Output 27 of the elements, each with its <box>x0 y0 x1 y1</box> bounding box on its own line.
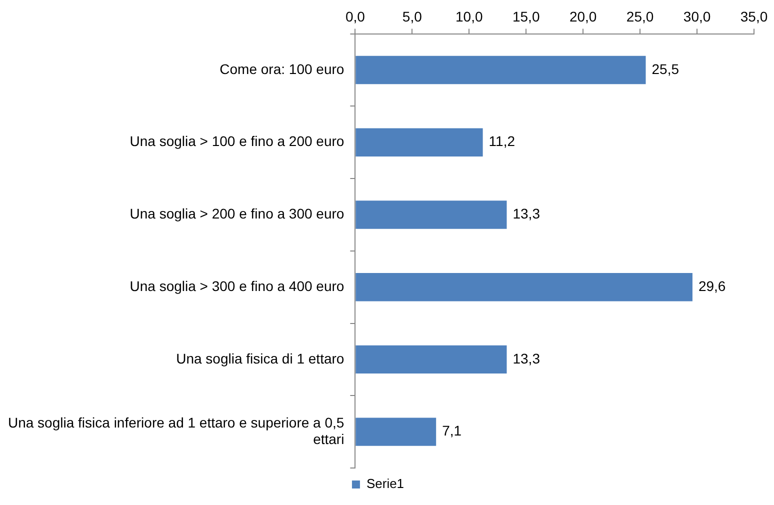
data-label: 13,3 <box>512 206 540 222</box>
x-tick-label: 25,0 <box>626 8 654 24</box>
bar <box>356 128 483 156</box>
y-tick-label: Una soglia fisica inferiore ad 1 ettaro e superiore a 0,5 ettari <box>8 414 344 448</box>
x-tick-label: 5,0 <box>402 8 422 24</box>
x-tick-label: 0,0 <box>345 8 366 24</box>
x-tick-label: 20,0 <box>569 8 597 24</box>
data-label: 7,1 <box>442 422 462 439</box>
bar <box>356 200 507 229</box>
bar <box>356 418 436 446</box>
x-tick-label: 35,0 <box>740 8 768 24</box>
bar <box>356 345 507 374</box>
x-tick-label: 30,0 <box>683 8 711 24</box>
data-label: 25,5 <box>652 60 680 77</box>
x-tick-label: 15,0 <box>512 8 540 24</box>
x-tick-label: 10,0 <box>456 8 483 24</box>
data-label: 11,2 <box>488 133 516 150</box>
y-tick-label: Una soglia > 300 e fino a 400 euro <box>130 278 344 294</box>
y-tick-label: Una soglia > 100 e fino a 200 euro <box>130 133 344 150</box>
data-label: 13,3 <box>512 350 540 366</box>
y-tick-label: Una soglia > 200 e fino a 300 euro <box>130 206 344 222</box>
legend-label: Serie1 <box>366 476 404 492</box>
y-tick-label: Come ora: 100 euro <box>220 60 344 77</box>
data-label: 29,6 <box>698 278 726 294</box>
y-tick-label: Una soglia fisica di 1 ettaro <box>176 350 344 366</box>
bar <box>356 56 646 84</box>
bar <box>356 272 692 302</box>
